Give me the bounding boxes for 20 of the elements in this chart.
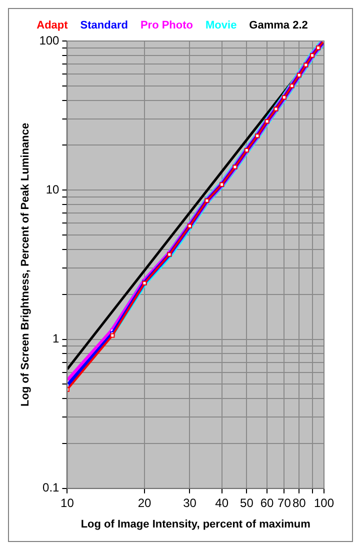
x-tick-label: 80 bbox=[292, 496, 306, 510]
x-tick-label: 30 bbox=[183, 496, 197, 510]
x-tick-label: 70 bbox=[278, 496, 292, 510]
text: Standard bbox=[80, 20, 128, 32]
x-tick-label: 100 bbox=[314, 496, 334, 510]
y-tick-label: 10 bbox=[46, 182, 60, 196]
x-tick-label: 10 bbox=[60, 496, 74, 510]
x-tick-label: 50 bbox=[240, 496, 254, 510]
y-tick-label: 100 bbox=[39, 33, 60, 48]
x-tick-label: 40 bbox=[215, 496, 229, 510]
text: Movie bbox=[206, 20, 237, 32]
y-tick-label: 0.1 bbox=[42, 480, 60, 495]
x-axis-title: Log of Image Intensity, percent of maximum bbox=[80, 518, 311, 530]
text: Adapt bbox=[36, 20, 68, 32]
x-tick-label: 20 bbox=[138, 496, 152, 510]
x-tick-label: 60 bbox=[260, 496, 274, 510]
y-tick-label: 1 bbox=[52, 332, 60, 346]
y-axis-title: Log of Screen Brightness, Percent of Peak Luminance bbox=[20, 122, 32, 407]
text: Pro Photo bbox=[140, 20, 194, 32]
series-label: Gamma 2.2 bbox=[249, 20, 308, 32]
